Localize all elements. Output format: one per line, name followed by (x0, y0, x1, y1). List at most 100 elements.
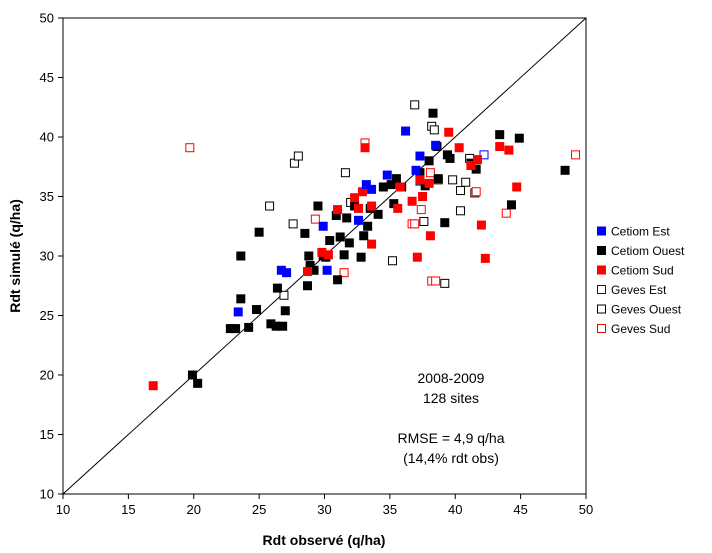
point-cetiom-sud (504, 145, 514, 155)
y-tick-label: 30 (40, 249, 54, 264)
legend-swatch-geves-ouest (597, 304, 606, 314)
legend-label-cetiom-ouest: Cetiom Ouest (611, 244, 685, 258)
point-cetiom-sud (317, 247, 327, 257)
point-geves-sud (185, 143, 195, 153)
x-tick-label: 25 (252, 502, 266, 517)
x-tick-label: 40 (448, 502, 462, 517)
point-geves-ouest (279, 290, 289, 300)
point-cetiom-ouest (244, 322, 254, 332)
x-tick-label: 15 (121, 502, 135, 517)
point-cetiom-sud (148, 381, 158, 391)
point-geves-ouest (387, 256, 397, 266)
point-cetiom-ouest (187, 370, 197, 380)
point-cetiom-ouest (309, 265, 319, 275)
point-cetiom-est (367, 184, 377, 194)
point-cetiom-ouest (433, 174, 443, 184)
point-geves-est (479, 150, 489, 160)
point-cetiom-ouest (389, 199, 399, 209)
point-cetiom-ouest (304, 251, 314, 261)
point-cetiom-est (353, 215, 363, 225)
x-tick-label: 35 (383, 502, 397, 517)
legend-label-cetiom-sud: Cetiom Sud (611, 264, 674, 278)
point-cetiom-ouest (339, 250, 349, 260)
legend: Cetiom Est Cetiom Ouest Cetiom Sud Geves Es… (597, 225, 685, 336)
point-geves-ouest (265, 201, 275, 211)
point-cetiom-ouest (378, 182, 388, 192)
point-cetiom-ouest (305, 261, 315, 271)
point-geves-sud (471, 187, 481, 197)
point-geves-ouest (288, 219, 298, 229)
point-cetiom-sud (418, 192, 428, 201)
point-cetiom-ouest (428, 108, 438, 118)
annotation-period: 2008-2009 (418, 370, 485, 386)
point-cetiom-ouest (342, 213, 352, 223)
point-cetiom-ouest (300, 228, 310, 238)
legend-label-cetiom-est: Cetiom Est (611, 225, 670, 239)
legend-swatch-geves-sud (597, 324, 606, 333)
point-cetiom-ouest (445, 153, 455, 163)
point-geves-ouest (340, 168, 350, 178)
annotation-rmse-pct: (14,4% rdt obs) (403, 450, 499, 466)
point-cetiom-ouest (266, 319, 276, 329)
annotation-rmse: RMSE = 4,9 q/ha (397, 430, 504, 446)
point-cetiom-sud (360, 143, 370, 153)
point-cetiom-ouest (386, 180, 396, 190)
point-cetiom-ouest (359, 231, 369, 241)
y-tick-label: 10 (40, 487, 54, 502)
point-cetiom-ouest (506, 200, 516, 210)
point-geves-sud (310, 214, 320, 224)
point-cetiom-ouest (278, 321, 288, 331)
point-cetiom-est (322, 265, 332, 275)
point-cetiom-est (401, 126, 411, 136)
y-axis-ticks: 10 15 20 25 30 35 40 45 50 (40, 11, 63, 502)
point-cetiom-ouest (495, 130, 505, 140)
point-cetiom-ouest (254, 227, 264, 237)
point-cetiom-sud (353, 203, 363, 213)
point-geves-ouest (293, 151, 303, 161)
point-cetiom-ouest (236, 294, 246, 304)
point-geves-ouest (461, 177, 471, 187)
point-cetiom-ouest (252, 305, 262, 315)
point-cetiom-ouest (236, 251, 246, 261)
point-cetiom-ouest (313, 201, 323, 211)
point-geves-ouest (419, 216, 429, 226)
point-cetiom-sud (323, 250, 333, 260)
point-cetiom-sud (495, 142, 505, 152)
legend-swatch-geves-est (597, 285, 606, 294)
y-tick-label: 35 (40, 189, 54, 204)
plot-area-frame (62, 17, 587, 495)
legend-swatch-cetiom-ouest (597, 246, 606, 255)
legend-swatch-cetiom-sud (597, 265, 606, 275)
point-cetiom-ouest (391, 174, 401, 184)
point-cetiom-sud (512, 182, 522, 192)
point-cetiom-est (382, 170, 392, 180)
point-cetiom-sud (480, 253, 490, 263)
point-cetiom-ouest (280, 306, 290, 316)
y-tick-label: 20 (40, 368, 54, 383)
point-cetiom-sud (395, 182, 405, 192)
point-cetiom-ouest (193, 378, 203, 388)
point-cetiom-ouest (373, 209, 383, 219)
point-cetiom-est (361, 180, 371, 190)
point-cetiom-ouest (331, 211, 341, 221)
point-cetiom-est (411, 165, 421, 175)
point-cetiom-ouest (303, 281, 313, 291)
point-cetiom-ouest (440, 218, 450, 228)
point-cetiom-ouest (271, 321, 281, 331)
point-geves-ouest (455, 206, 465, 216)
point-cetiom-sud (357, 187, 367, 197)
point-cetiom-est (276, 265, 286, 275)
point-cetiom-ouest (363, 221, 373, 231)
point-cetiom-sud (412, 252, 422, 262)
y-tick-label: 15 (40, 427, 54, 442)
point-cetiom-est (415, 151, 425, 161)
y-tick-label: 40 (40, 130, 54, 145)
point-cetiom-ouest (560, 165, 570, 175)
point-cetiom-ouest (335, 232, 345, 242)
point-geves-sud (501, 208, 511, 218)
point-cetiom-ouest (231, 324, 241, 334)
point-cetiom-ouest (272, 283, 282, 293)
point-cetiom-ouest (514, 133, 524, 143)
point-cetiom-sud (472, 155, 482, 165)
